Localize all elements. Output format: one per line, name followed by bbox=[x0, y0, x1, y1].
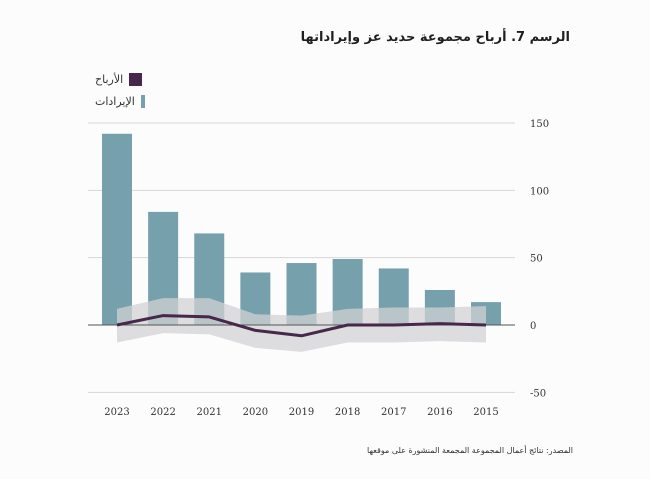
x-tick-labels: 2023 2022 2021 2020 2019 2018 2017 2016 2015 bbox=[104, 407, 498, 418]
x-tick-label: 2023 bbox=[104, 407, 129, 418]
legend-swatch-revenues bbox=[140, 94, 145, 108]
revenue-bar bbox=[102, 133, 132, 325]
legend-item-revenues: الإيرادات bbox=[95, 90, 145, 112]
x-tick-label: 2022 bbox=[150, 407, 175, 418]
legend-swatch-profits bbox=[129, 72, 143, 86]
x-tick-label: 2019 bbox=[289, 407, 314, 418]
x-tick-label: 2017 bbox=[381, 407, 406, 418]
chart-title: الرسم 7. أرباح مجموعة حديد عز وإيراداتها bbox=[300, 30, 570, 45]
y-tick-label: -50 bbox=[530, 388, 546, 399]
x-tick-label: 2016 bbox=[427, 407, 452, 418]
profit-line bbox=[116, 314, 487, 338]
profit-line-path bbox=[116, 314, 487, 338]
x-tick-label: 2021 bbox=[197, 407, 222, 418]
y-tick-labels: 150 100 50 0 -50 bbox=[530, 119, 549, 399]
x-tick-label: 2018 bbox=[335, 407, 360, 418]
y-tick-label: 100 bbox=[530, 186, 549, 197]
source-note: المصدر: نتائج أعمال المجموعة المجمعة الم… bbox=[367, 446, 573, 455]
legend-item-profits: الأرباح bbox=[95, 68, 145, 90]
y-tick-label: 150 bbox=[530, 119, 549, 130]
x-tick-label: 2020 bbox=[243, 407, 268, 418]
legend-label-profits: الأرباح bbox=[95, 72, 124, 86]
legend-label-revenues: الإيرادات bbox=[95, 94, 135, 108]
y-tick-label: 0 bbox=[530, 321, 536, 332]
x-tick-label: 2015 bbox=[473, 407, 498, 418]
legend: الأرباح الإيرادات bbox=[95, 68, 145, 112]
y-tick-label: 50 bbox=[530, 254, 543, 265]
revenue-bars bbox=[102, 133, 501, 325]
